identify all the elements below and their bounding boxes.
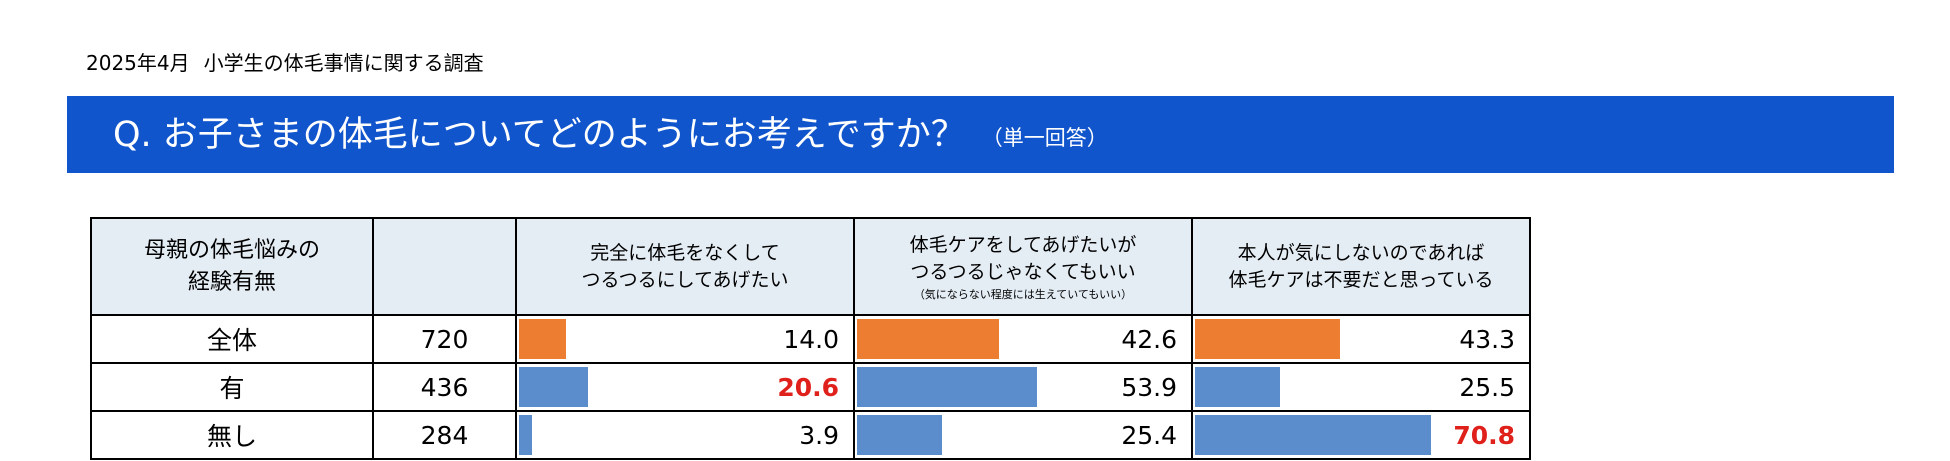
- survey-title: 小学生の体毛事情に関する調査: [203, 51, 484, 75]
- results-table: 母親の体毛悩みの 経験有無 完全に体毛をなくして つるつるにしてあげたい 体毛ケ…: [90, 217, 1531, 460]
- row-sample-size: 720: [372, 314, 517, 364]
- value-label: 3.9: [799, 420, 839, 450]
- value-cell: 43.3: [1191, 314, 1531, 364]
- column-header-line: 体毛ケアをしてあげたいが: [909, 233, 1137, 256]
- question-note: （単一回答）: [981, 125, 1108, 150]
- question-text: Q. お子さまの体毛についてどのようにお考えですか？: [113, 114, 966, 155]
- column-header-subnote: （気にならない程度には生えていてもいい）: [913, 287, 1133, 301]
- value-bar: [1195, 415, 1431, 455]
- row-header-line: 経験有無: [187, 269, 276, 295]
- value-label: 25.4: [1121, 420, 1177, 450]
- value-cell: 70.8: [1191, 410, 1531, 460]
- value-bar: [857, 415, 942, 455]
- table-header-row: 母親の体毛悩みの 経験有無 完全に体毛をなくして つるつるにしてあげたい 体毛ケ…: [90, 217, 1531, 316]
- value-bar: [857, 319, 999, 359]
- value-cell: 25.4: [853, 410, 1193, 460]
- row-label-header: 母親の体毛悩みの 経験有無: [90, 217, 374, 316]
- row-sample-size: 436: [372, 362, 517, 412]
- column-header-line: 完全に体毛をなくして: [590, 241, 780, 264]
- value-bar: [857, 367, 1037, 407]
- value-label: 53.9: [1121, 372, 1177, 402]
- survey-label: 2025年4月 小学生の体毛事情に関する調査: [86, 50, 484, 76]
- column-header: 完全に体毛をなくして つるつるにしてあげたい: [515, 217, 855, 316]
- column-header: 体毛ケアをしてあげたいが つるつるじゃなくてもいい （気にならない程度には生えて…: [853, 217, 1193, 316]
- value-cell: 25.5: [1191, 362, 1531, 412]
- row-label: 全体: [90, 314, 374, 364]
- value-cell: 53.9: [853, 362, 1193, 412]
- value-bar: [1195, 367, 1280, 407]
- row-label: 有: [90, 362, 374, 412]
- value-cell: 3.9: [515, 410, 855, 460]
- value-bar: [519, 415, 532, 455]
- row-header-line: 母親の体毛悩みの: [143, 237, 320, 263]
- n-header: [372, 217, 517, 316]
- survey-date: 2025年4月: [86, 51, 190, 75]
- value-bar: [1195, 319, 1340, 359]
- row-sample-size: 284: [372, 410, 517, 460]
- value-bar: [519, 367, 588, 407]
- value-cell: 42.6: [853, 314, 1193, 364]
- value-label: 20.6: [777, 372, 839, 402]
- question-banner: Q. お子さまの体毛についてどのようにお考えですか？ （単一回答）: [67, 96, 1894, 173]
- value-cell: 14.0: [515, 314, 855, 364]
- value-bar: [519, 319, 566, 359]
- table-row: 全体 720 14.0 42.6 43.3: [90, 314, 1531, 364]
- column-header-line: つるつるにしてあげたい: [581, 268, 789, 291]
- value-label: 43.3: [1459, 324, 1515, 354]
- table-row: 有 436 20.6 53.9 25.5: [90, 362, 1531, 412]
- value-label: 42.6: [1121, 324, 1177, 354]
- value-label: 14.0: [783, 324, 839, 354]
- row-label: 無し: [90, 410, 374, 460]
- column-header: 本人が気にしないのであれば 体毛ケアは不要だと思っている: [1191, 217, 1531, 316]
- table-row: 無し 284 3.9 25.4 70.8: [90, 410, 1531, 460]
- column-header-line: 体毛ケアは不要だと思っている: [1228, 268, 1494, 291]
- value-cell: 20.6: [515, 362, 855, 412]
- column-header-line: 本人が気にしないのであれば: [1237, 241, 1485, 264]
- value-label: 25.5: [1459, 372, 1515, 402]
- value-label: 70.8: [1453, 420, 1515, 450]
- column-header-line: つるつるじゃなくてもいい: [910, 260, 1136, 283]
